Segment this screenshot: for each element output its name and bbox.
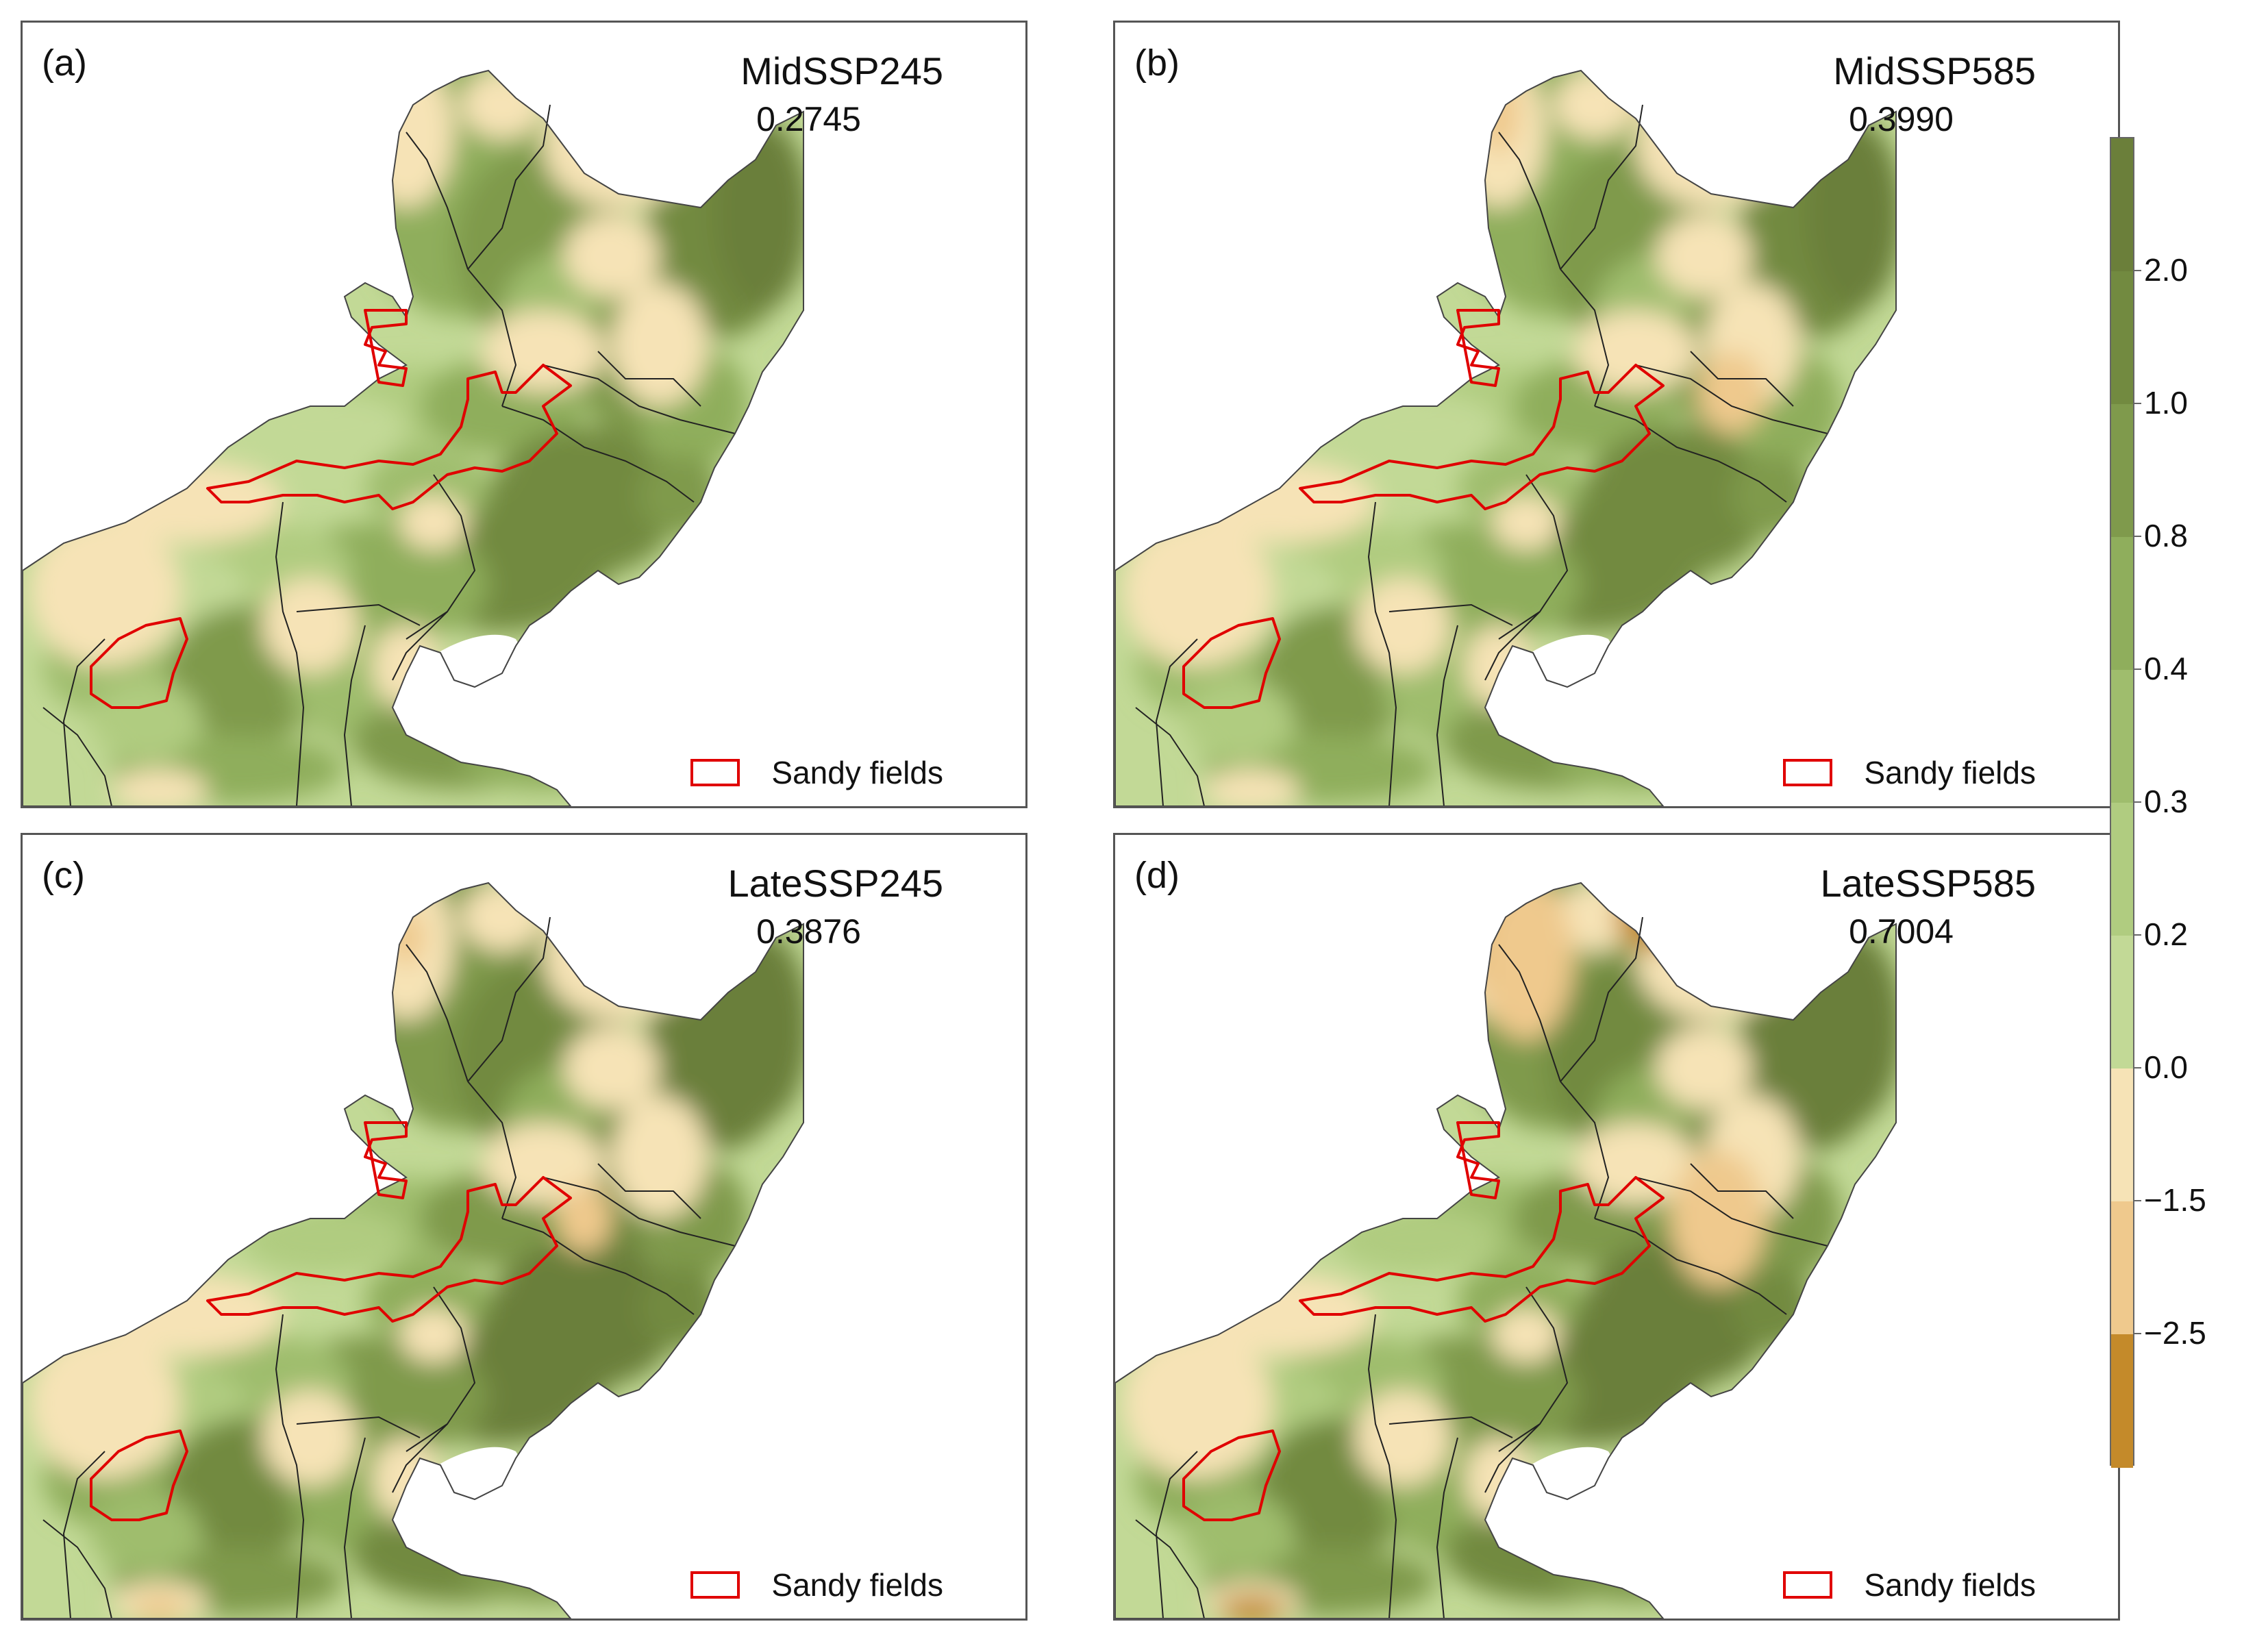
map-canvas [23, 882, 804, 1619]
sandy-field-outline [206, 1176, 572, 1323]
sandy-fields-legend: Sandy fields [1783, 754, 2036, 791]
sandy-fields-label: Sandy fields [1864, 1567, 2036, 1603]
colorbar-tick-label: 1.0 [2144, 385, 2188, 421]
colorbar-class [2111, 1201, 2133, 1335]
map-panel-d: (d) LateSSP585 0.7004 Sandy fields [1113, 833, 2120, 1621]
colorbar-tick [2133, 1067, 2141, 1069]
sandy-field-outline [206, 364, 572, 510]
colorbar-tick-label: 0.4 [2144, 651, 2188, 686]
sandy-fields-label: Sandy fields [771, 1567, 943, 1603]
colorbar-tick-label: 0.2 [2144, 916, 2188, 952]
colorbar-class [2111, 670, 2133, 803]
sandy-field-outline [364, 1121, 408, 1199]
map-canvas [1115, 882, 1897, 1619]
map-canvas [1115, 69, 1897, 806]
sandy-fields-swatch [1783, 1571, 1833, 1599]
province-borders [42, 104, 736, 806]
bohai-sea [1499, 634, 1612, 711]
sandy-fields-swatch [1783, 759, 1833, 786]
sandy-field-outline [1299, 364, 1665, 510]
scenario-value: 0.2745 [756, 100, 861, 138]
province-borders [42, 916, 736, 1619]
province-borders [1135, 916, 1828, 1619]
bohai-sea [1499, 1447, 1612, 1523]
sandy-field-outline [1456, 309, 1500, 387]
colorbar-tick [2133, 801, 2141, 803]
scenario-value: 0.7004 [1849, 912, 1954, 951]
panel-label: (b) [1134, 42, 1180, 84]
bohai-sea [406, 634, 520, 711]
colorbar-class [2111, 271, 2133, 405]
colorbar-class [2111, 1334, 2133, 1468]
map-canvas [23, 69, 804, 806]
sandy-fields-label: Sandy fields [771, 755, 943, 790]
sandy-fields-label: Sandy fields [1864, 755, 2036, 790]
colorbar-tick [2133, 1200, 2141, 1201]
sandy-field-outline [1182, 1429, 1281, 1521]
bohai-sea [406, 1447, 520, 1523]
colorbar-tick [2133, 934, 2141, 936]
scenario-value: 0.3876 [756, 912, 861, 951]
colorbar-tick [2133, 403, 2141, 404]
scenario-title: LateSSP245 [727, 862, 943, 905]
colorbar-tick-label: −1.5 [2144, 1182, 2206, 1218]
panel-label: (a) [42, 42, 87, 84]
colorbar-class [2111, 138, 2133, 272]
colorbar-class [2111, 1069, 2133, 1202]
colorbar-class [2111, 936, 2133, 1069]
sandy-field-outline [1299, 1176, 1665, 1323]
map-panel-a: (a) MidSSP245 0.2745 Sandy fields [21, 21, 1027, 808]
sandy-field-outline [90, 1429, 188, 1521]
colorbar-tick-label: 2.0 [2144, 252, 2188, 288]
sandy-fields-legend: Sandy fields [1783, 1566, 2036, 1603]
panel-label: (c) [42, 855, 85, 896]
scenario-value: 0.3990 [1849, 100, 1954, 138]
map-panel-b: (b) MidSSP585 0.3990 Sandy fields [1113, 21, 2120, 808]
colorbar-class [2111, 537, 2133, 671]
sandy-field-outline [364, 309, 408, 387]
map-panel-c: (c) LateSSP245 0.3876 Sandy fields [21, 833, 1027, 1621]
raster-layer [29, 71, 803, 806]
scenario-title: LateSSP585 [1820, 862, 2036, 905]
colorbar-tick [2133, 668, 2141, 670]
colorbar-tick-label: 0.3 [2144, 784, 2188, 819]
sandy-field-outline [90, 617, 188, 709]
province-borders [1135, 104, 1828, 806]
colorbar-tick [2133, 270, 2141, 271]
scenario-title: MidSSP585 [1833, 49, 2036, 92]
colorbar-tick-label: 0.8 [2144, 518, 2188, 553]
sandy-fields-legend: Sandy fields [690, 754, 943, 791]
sandy-field-outline [1182, 617, 1281, 709]
panel-label: (d) [1134, 855, 1180, 896]
colorbar-labels: 2.0 1.0 0.8 0.4 0.3 0.2 0.0 −1.5 −2.5 [2133, 137, 2267, 1466]
colorbar [2110, 137, 2134, 1468]
colorbar-tick [2133, 1333, 2141, 1334]
sandy-fields-legend: Sandy fields [690, 1566, 943, 1603]
colorbar-tick-label: −2.5 [2144, 1315, 2206, 1351]
colorbar-class [2111, 404, 2133, 538]
colorbar-tick [2133, 536, 2141, 537]
colorbar-tick-label: 0.0 [2144, 1049, 2188, 1085]
sandy-field-outline [1456, 1121, 1500, 1199]
colorbar-class [2111, 803, 2133, 936]
sandy-fields-swatch [690, 1571, 740, 1599]
sandy-fields-swatch [690, 759, 740, 786]
scenario-title: MidSSP245 [740, 49, 943, 92]
